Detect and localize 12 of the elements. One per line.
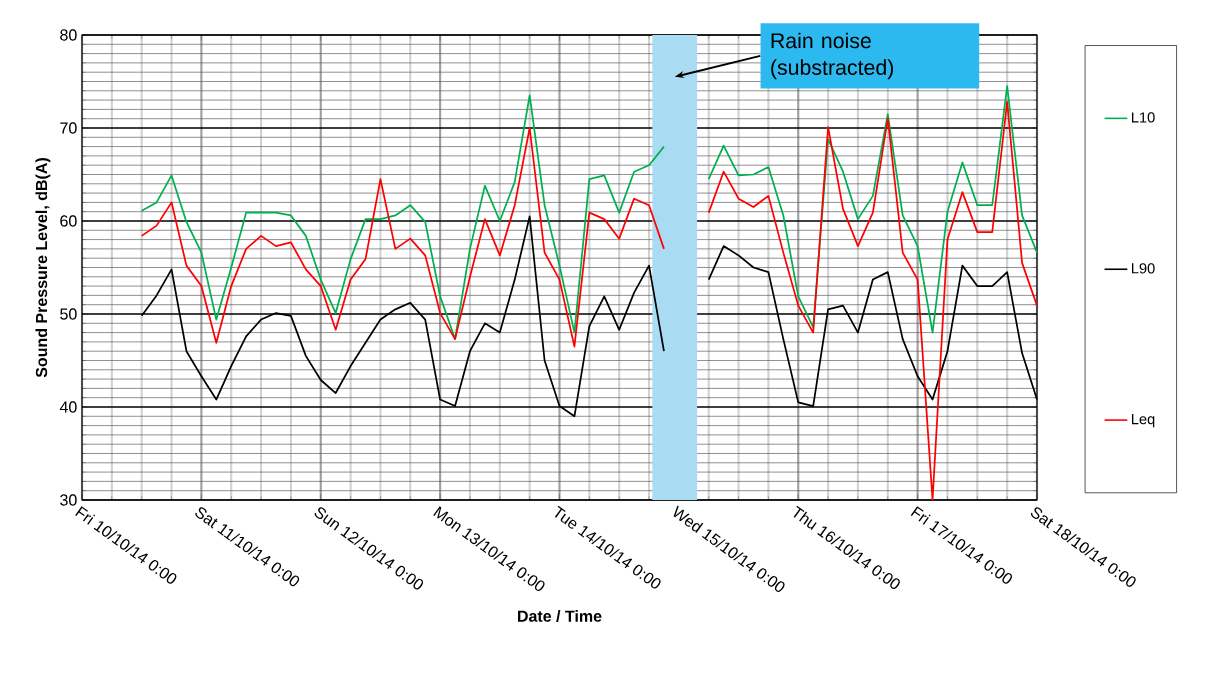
y-tick-label: 70 (60, 122, 77, 134)
x-axis-title: Date / Time (518, 610, 602, 622)
y-tick-label: 40 (59, 401, 77, 413)
y-tick-label: 60 (60, 215, 77, 227)
legend-label: L90 (1131, 263, 1155, 274)
band-label: Rain noise (substracted) (771, 32, 894, 80)
legend-label: L10 (1131, 112, 1155, 123)
legend-label: Leq (1131, 414, 1155, 428)
y-tick-label: 80 (60, 29, 77, 41)
y-tick-label: 30 (60, 494, 77, 506)
y-axis-title: Sound Pressure Level, dB(A) (35, 158, 51, 378)
y-tick-label: 50 (60, 308, 77, 320)
